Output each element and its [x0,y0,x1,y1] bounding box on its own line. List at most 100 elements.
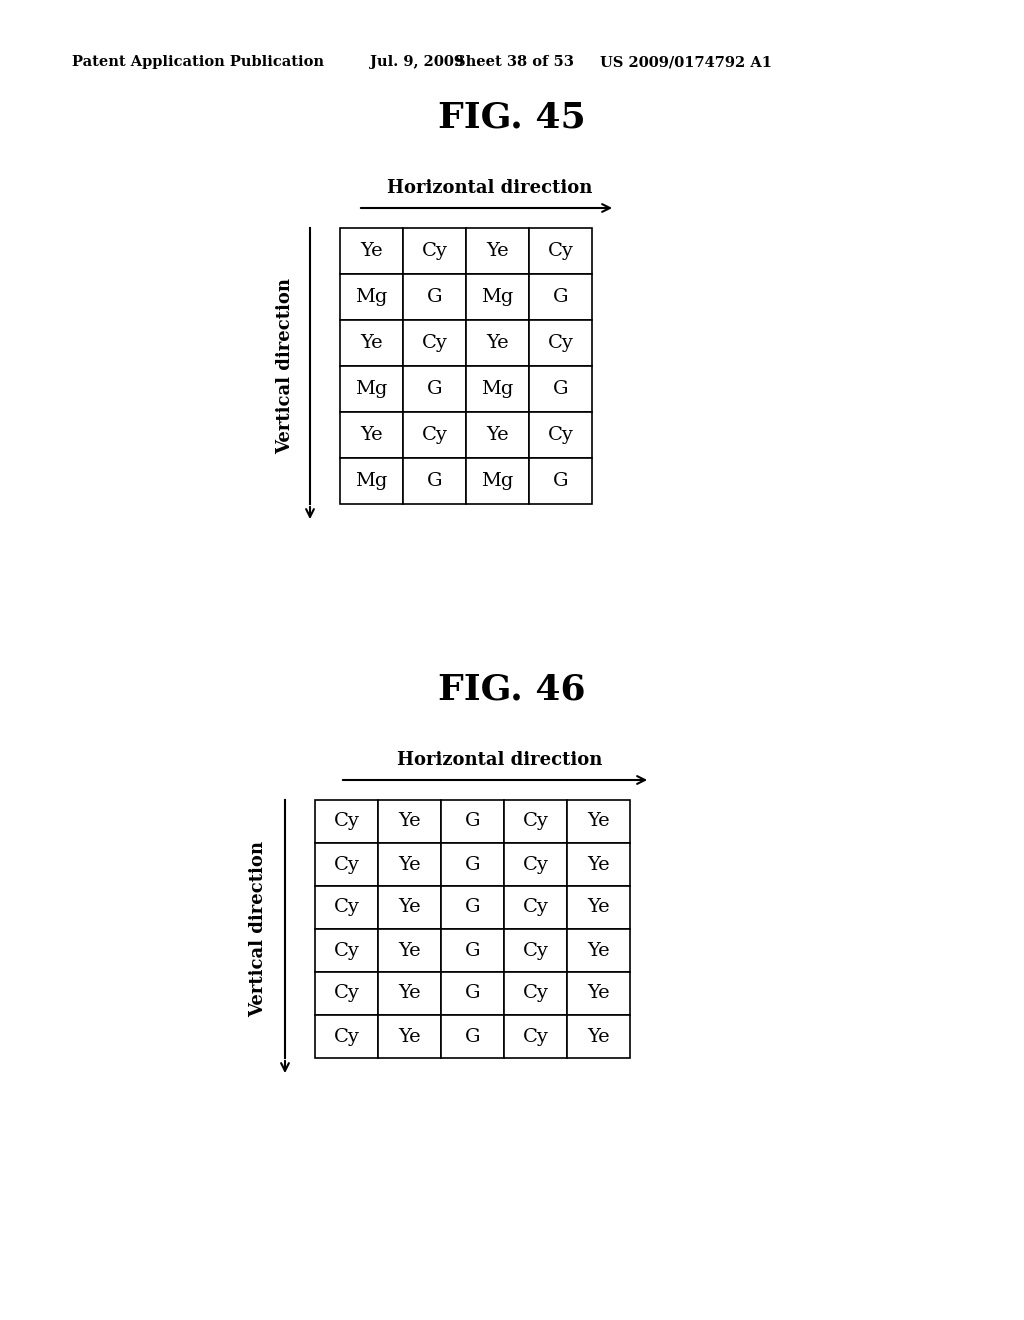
Text: G: G [427,288,442,306]
Text: Ye: Ye [398,985,421,1002]
Text: Horizontal direction: Horizontal direction [387,180,593,197]
Bar [529,458,592,504]
Bar [567,929,630,972]
Text: G: G [427,380,442,399]
Text: Ye: Ye [486,242,509,260]
Bar [378,972,441,1015]
Bar [340,275,403,319]
Bar [441,800,504,843]
Bar [403,275,466,319]
Bar [378,843,441,886]
Text: Ye: Ye [398,899,421,916]
Text: Cy: Cy [334,985,359,1002]
Bar [315,800,378,843]
Text: G: G [553,380,568,399]
Bar [403,228,466,275]
Bar [466,412,529,458]
Bar [441,1015,504,1059]
Bar [504,972,567,1015]
Bar [340,458,403,504]
Text: Vertical direction: Vertical direction [276,279,294,454]
Bar [315,1015,378,1059]
Text: Cy: Cy [334,855,359,874]
Bar [441,886,504,929]
Bar [340,319,403,366]
Text: Ye: Ye [486,426,509,444]
Bar [378,1015,441,1059]
Text: Ye: Ye [360,242,383,260]
Bar [504,929,567,972]
Bar [529,319,592,366]
Text: Mg: Mg [355,380,388,399]
Text: Vertical direction: Vertical direction [249,841,267,1016]
Text: G: G [553,473,568,490]
Text: Cy: Cy [334,941,359,960]
Text: US 2009/0174792 A1: US 2009/0174792 A1 [600,55,772,69]
Bar [529,412,592,458]
Text: FIG. 46: FIG. 46 [438,673,586,708]
Text: Ye: Ye [587,855,610,874]
Text: Cy: Cy [422,242,447,260]
Text: FIG. 45: FIG. 45 [438,102,586,135]
Bar [378,800,441,843]
Text: Ye: Ye [587,899,610,916]
Text: Ye: Ye [360,426,383,444]
Text: Cy: Cy [548,334,573,352]
Text: Cy: Cy [422,426,447,444]
Text: Ye: Ye [587,1027,610,1045]
Bar [378,929,441,972]
Text: Cy: Cy [522,855,549,874]
Text: Mg: Mg [481,473,514,490]
Text: Cy: Cy [522,985,549,1002]
Text: G: G [553,288,568,306]
Text: Ye: Ye [398,941,421,960]
Text: Ye: Ye [360,334,383,352]
Bar [529,275,592,319]
Text: G: G [465,813,480,830]
Text: Ye: Ye [398,813,421,830]
Bar [567,843,630,886]
Bar [315,886,378,929]
Text: Sheet 38 of 53: Sheet 38 of 53 [455,55,573,69]
Text: Cy: Cy [522,813,549,830]
Bar [529,366,592,412]
Bar [403,412,466,458]
Bar [315,972,378,1015]
Bar [403,366,466,412]
Text: Ye: Ye [398,1027,421,1045]
Bar [340,228,403,275]
Text: Cy: Cy [522,941,549,960]
Bar [466,275,529,319]
Bar [567,972,630,1015]
Text: Horizontal direction: Horizontal direction [397,751,603,770]
Bar [340,412,403,458]
Text: G: G [465,855,480,874]
Bar [504,886,567,929]
Bar [315,843,378,886]
Text: Ye: Ye [587,813,610,830]
Bar [403,458,466,504]
Bar [567,1015,630,1059]
Bar [504,843,567,886]
Bar [315,929,378,972]
Text: Ye: Ye [486,334,509,352]
Bar [403,319,466,366]
Text: Patent Application Publication: Patent Application Publication [72,55,324,69]
Text: Cy: Cy [548,242,573,260]
Text: Cy: Cy [548,426,573,444]
Text: Mg: Mg [355,288,388,306]
Bar [529,228,592,275]
Text: Ye: Ye [587,985,610,1002]
Text: Cy: Cy [522,1027,549,1045]
Bar [340,366,403,412]
Bar [466,366,529,412]
Text: G: G [465,985,480,1002]
Text: G: G [465,941,480,960]
Bar [441,843,504,886]
Text: Ye: Ye [587,941,610,960]
Text: G: G [465,899,480,916]
Bar [378,886,441,929]
Text: Cy: Cy [334,813,359,830]
Bar [466,458,529,504]
Text: Jul. 9, 2009: Jul. 9, 2009 [370,55,464,69]
